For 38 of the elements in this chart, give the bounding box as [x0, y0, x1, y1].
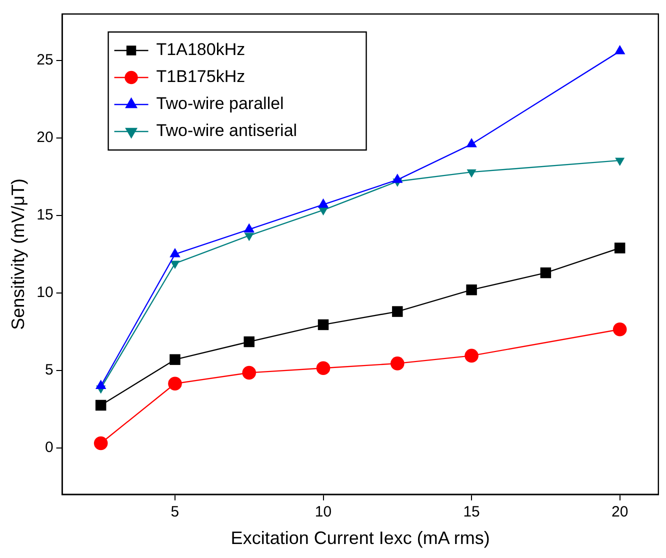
- x-axis-title: Excitation Current Iexc (mA rms): [230, 528, 490, 548]
- x-tick-label: 15: [463, 504, 480, 521]
- y-tick-label: 15: [36, 206, 54, 224]
- y-tick-label: 0: [44, 439, 54, 456]
- x-tick-label: 20: [612, 504, 628, 521]
- point: [466, 284, 477, 296]
- point: [168, 376, 182, 390]
- y-tick-label: 5: [44, 362, 54, 379]
- point: [170, 354, 180, 365]
- point: [318, 319, 329, 330]
- legend-label: Two-wire parallel: [156, 94, 284, 114]
- point: [392, 174, 403, 183]
- point: [318, 198, 329, 208]
- point: [170, 248, 180, 258]
- point: [540, 267, 552, 278]
- y-tick-label: 10: [36, 284, 54, 302]
- point: [316, 361, 330, 375]
- point: [95, 380, 106, 390]
- point: [466, 138, 477, 148]
- point: [390, 356, 404, 370]
- legend-label: Two-wire antiserial: [156, 121, 298, 140]
- x-tick-label: 5: [170, 504, 180, 521]
- point: [464, 348, 478, 363]
- point: [612, 322, 627, 336]
- y-tick-label: 20: [36, 129, 54, 146]
- point: [244, 223, 254, 233]
- point: [94, 436, 108, 450]
- point: [95, 400, 106, 411]
- legend-label: T1A180kHz: [156, 40, 246, 60]
- point: [614, 242, 626, 254]
- point: [614, 44, 626, 54]
- legend-label: T1B175kHz: [156, 67, 246, 86]
- x-tick-label: 10: [314, 504, 332, 521]
- point: [392, 306, 403, 317]
- y-tick-label: 25: [36, 52, 54, 69]
- point: [242, 366, 256, 380]
- point: [244, 336, 254, 348]
- y-axis-title: Sensitivity (mV/μT): [8, 178, 28, 330]
